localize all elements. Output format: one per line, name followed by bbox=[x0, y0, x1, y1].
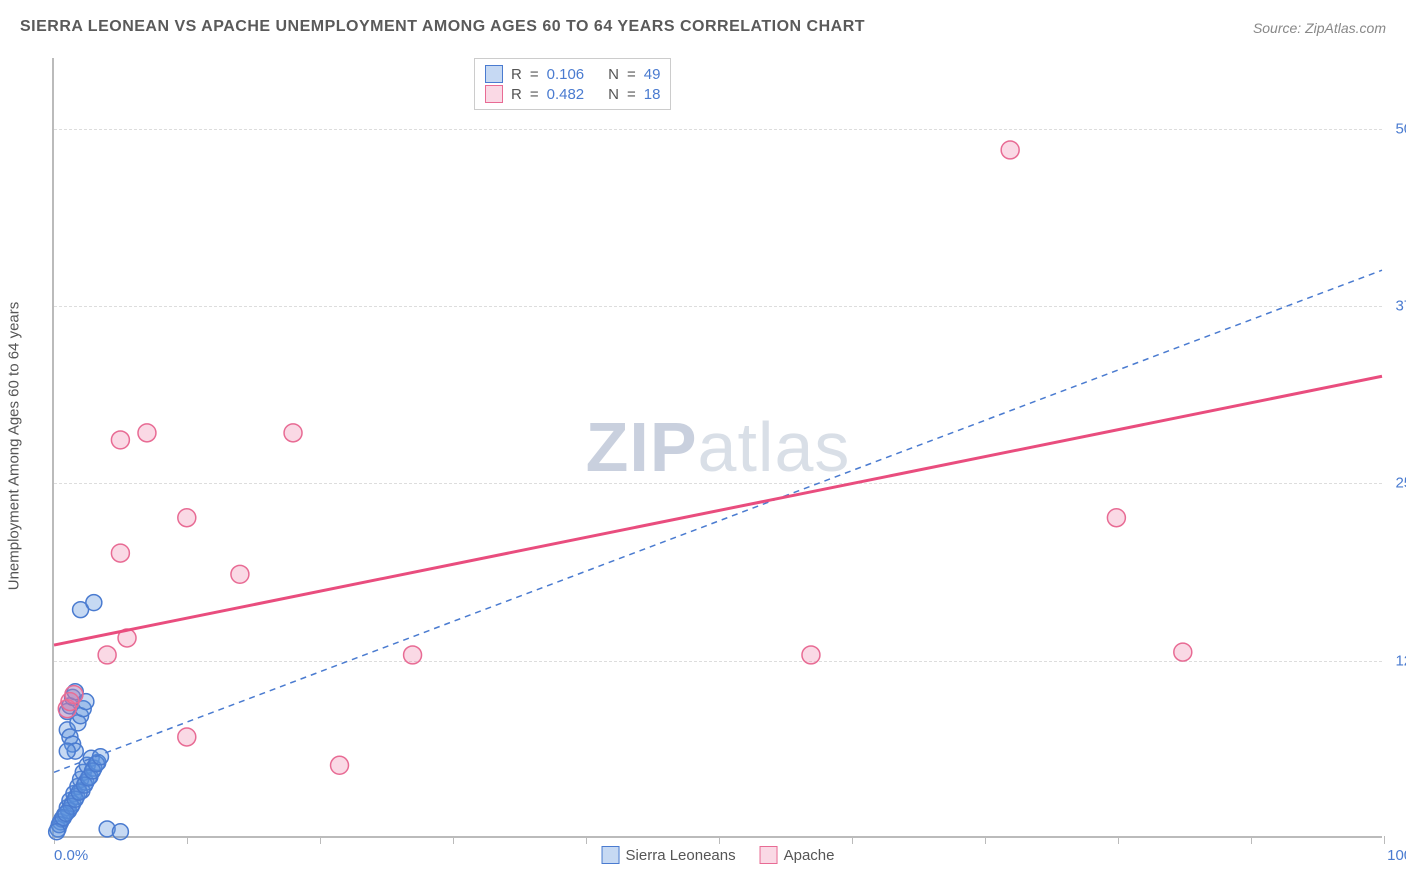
x-tick bbox=[1118, 836, 1119, 844]
scatter-point bbox=[58, 805, 74, 821]
x-tick bbox=[852, 836, 853, 844]
x-tick bbox=[320, 836, 321, 844]
scatter-point bbox=[1001, 141, 1019, 159]
stats-r-label-0: R bbox=[511, 66, 522, 83]
stats-n-label-1: N bbox=[608, 86, 619, 103]
trend-line bbox=[54, 270, 1382, 772]
legend-label-1: Apache bbox=[784, 847, 835, 864]
plot-svg bbox=[54, 58, 1382, 836]
scatter-point bbox=[86, 595, 102, 611]
scatter-point bbox=[1174, 643, 1192, 661]
x-tick bbox=[187, 836, 188, 844]
stats-swatch-1 bbox=[485, 85, 503, 103]
x-tick bbox=[586, 836, 587, 844]
scatter-point bbox=[65, 686, 83, 704]
scatter-point bbox=[111, 431, 129, 449]
scatter-point bbox=[231, 565, 249, 583]
scatter-point bbox=[178, 509, 196, 527]
x-tick bbox=[985, 836, 986, 844]
x-tick bbox=[719, 836, 720, 844]
scatter-point bbox=[284, 424, 302, 442]
chart-container: SIERRA LEONEAN VS APACHE UNEMPLOYMENT AM… bbox=[0, 0, 1406, 892]
trend-line bbox=[54, 376, 1382, 645]
scatter-point bbox=[404, 646, 422, 664]
scatter-point bbox=[802, 646, 820, 664]
legend-label-0: Sierra Leoneans bbox=[626, 847, 736, 864]
source-label: Source: ZipAtlas.com bbox=[1253, 20, 1386, 36]
legend-swatch-1 bbox=[760, 846, 778, 864]
stats-r-value-1: 0.482 bbox=[547, 86, 585, 103]
scatter-point bbox=[49, 824, 65, 840]
stats-n-value-1: 18 bbox=[644, 86, 661, 103]
scatter-point bbox=[331, 756, 349, 774]
stats-row-0: R = 0.106 N = 49 bbox=[485, 65, 660, 83]
y-tick-label: 50.0% bbox=[1395, 120, 1406, 137]
stats-n-label-0: N bbox=[608, 66, 619, 83]
scatter-point bbox=[111, 544, 129, 562]
stats-r-label-1: R bbox=[511, 86, 522, 103]
y-tick-label: 37.5% bbox=[1395, 298, 1406, 315]
legend-swatch-0 bbox=[602, 846, 620, 864]
x-tick bbox=[453, 836, 454, 844]
y-axis-label: Unemployment Among Ages 60 to 64 years bbox=[6, 302, 23, 591]
chart-title: SIERRA LEONEAN VS APACHE UNEMPLOYMENT AM… bbox=[20, 18, 865, 36]
x-tick-label-min: 0.0% bbox=[54, 847, 88, 864]
x-tick bbox=[1384, 836, 1385, 844]
scatter-point bbox=[112, 824, 128, 840]
legend-item-0: Sierra Leoneans bbox=[602, 846, 736, 864]
legend-item-1: Apache bbox=[760, 846, 835, 864]
y-tick-label: 12.5% bbox=[1395, 652, 1406, 669]
plot-area: ZIPatlas 12.5%25.0%37.5%50.0% 0.0% 100.0… bbox=[52, 58, 1382, 838]
stats-r-value-0: 0.106 bbox=[547, 66, 585, 83]
x-tick-label-max: 100.0% bbox=[1387, 847, 1406, 864]
scatter-point bbox=[59, 743, 75, 759]
y-tick-label: 25.0% bbox=[1395, 475, 1406, 492]
stats-box: R = 0.106 N = 49 R = 0.482 N = 18 bbox=[474, 58, 671, 110]
x-tick bbox=[1251, 836, 1252, 844]
stats-n-value-0: 49 bbox=[644, 66, 661, 83]
stats-swatch-0 bbox=[485, 65, 503, 83]
scatter-point bbox=[98, 646, 116, 664]
scatter-point bbox=[1107, 509, 1125, 527]
scatter-point bbox=[138, 424, 156, 442]
scatter-point bbox=[178, 728, 196, 746]
scatter-point bbox=[92, 749, 108, 765]
stats-row-1: R = 0.482 N = 18 bbox=[485, 85, 660, 103]
bottom-legend: Sierra Leoneans Apache bbox=[602, 846, 835, 864]
